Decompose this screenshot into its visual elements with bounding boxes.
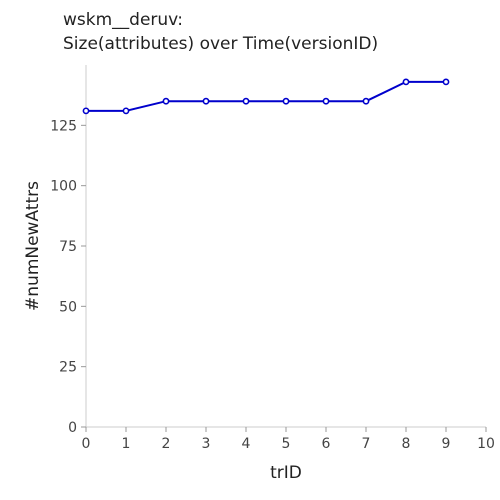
y-axis-title: #numNewAttrs — [23, 181, 43, 311]
x-tick-label: 7 — [362, 436, 371, 452]
x-tick-label: 3 — [202, 436, 211, 452]
x-tick-label: 1 — [122, 436, 131, 452]
chart-subtitle: Size(attributes) over Time(versionID) — [63, 34, 379, 54]
x-tick-label: 2 — [162, 436, 171, 452]
y-tick-label: 100 — [50, 179, 77, 195]
x-tick-label: 6 — [322, 436, 331, 452]
data-point — [162, 97, 170, 105]
y-tick-label: 25 — [59, 360, 77, 376]
y-tick-label: 75 — [59, 239, 77, 255]
x-tick-label: 9 — [442, 436, 451, 452]
data-point — [82, 107, 90, 115]
x-tick-label: 5 — [282, 436, 291, 452]
x-tick-label: 0 — [82, 436, 91, 452]
data-point — [322, 97, 330, 105]
y-tick-label: 0 — [68, 420, 77, 436]
y-tick-label: 125 — [50, 118, 77, 134]
data-point — [442, 78, 450, 86]
series-group — [82, 78, 450, 115]
data-point — [282, 97, 290, 105]
chart-title: wskm__deruv: — [63, 10, 184, 30]
x-tick-label: 10 — [477, 436, 495, 452]
data-point — [362, 97, 370, 105]
x-tick-label: 8 — [402, 436, 411, 452]
x-tick-label: 4 — [242, 436, 251, 452]
series-line — [86, 80, 446, 112]
y-tick-label: 50 — [59, 299, 77, 315]
data-point — [242, 97, 250, 105]
x-axis-title: trID — [270, 463, 302, 483]
data-point — [122, 107, 130, 115]
data-point — [202, 97, 210, 105]
data-point — [402, 78, 410, 86]
